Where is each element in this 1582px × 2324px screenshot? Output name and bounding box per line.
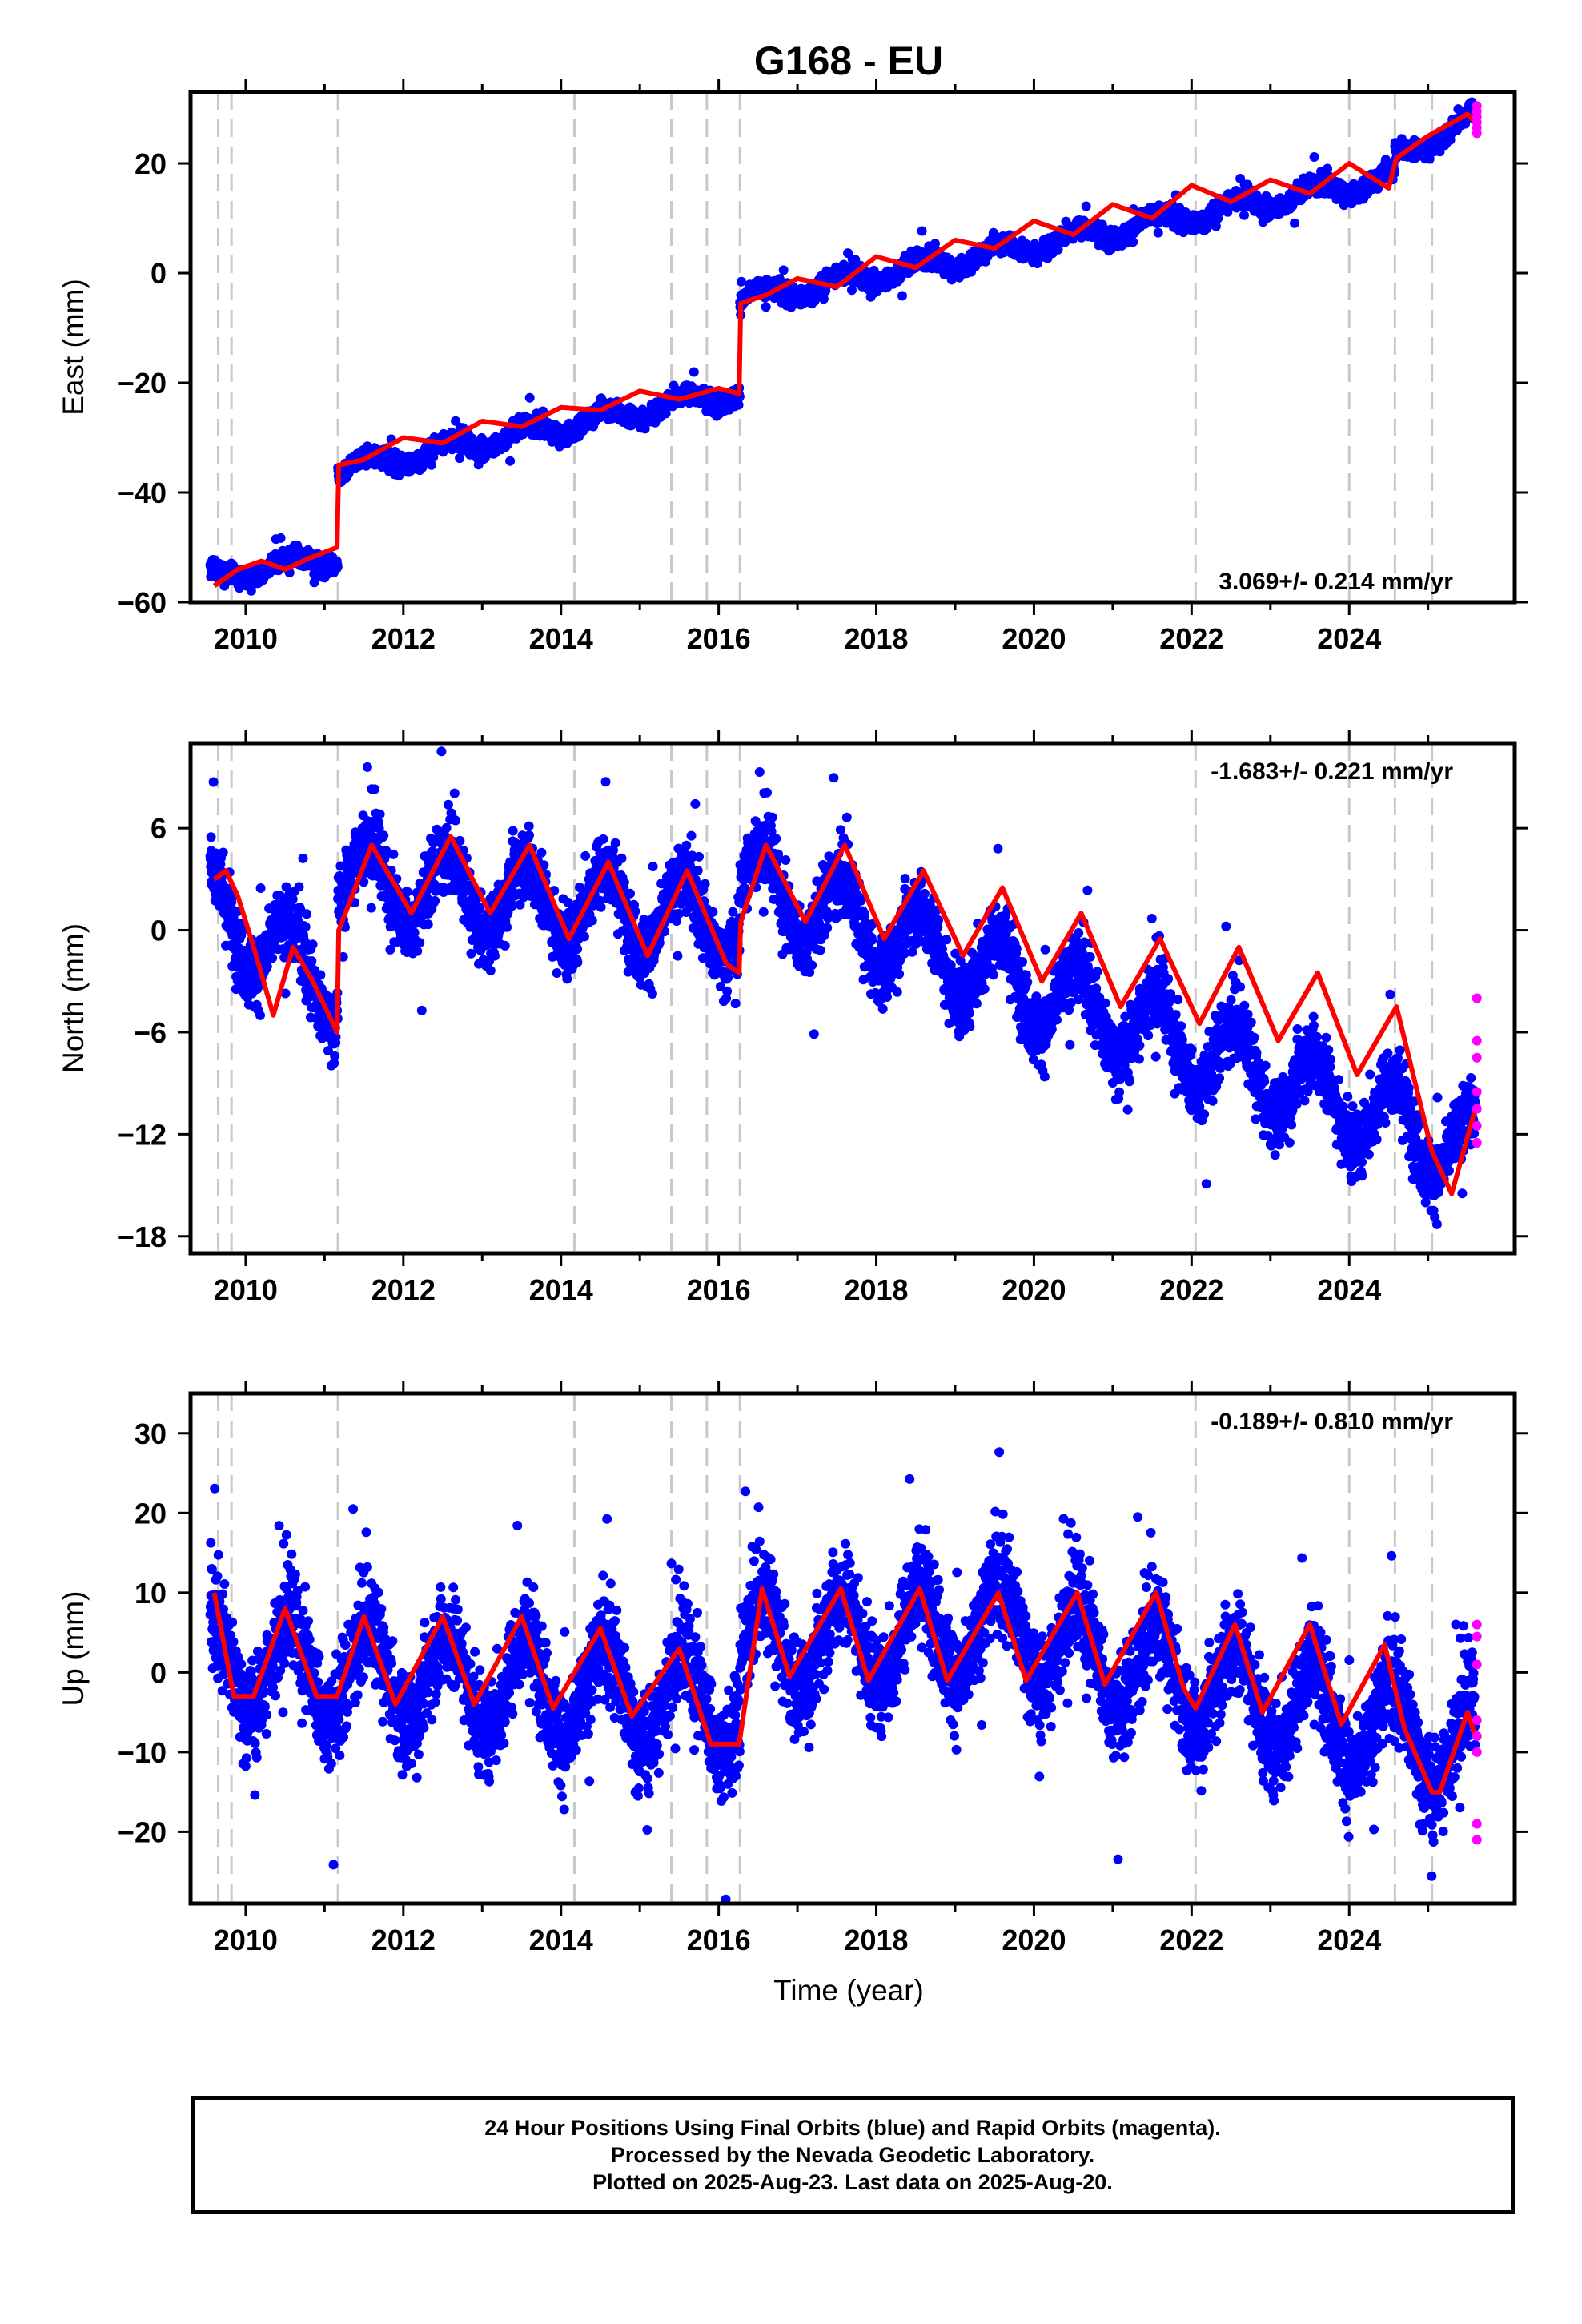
- y-tick-label: 0: [151, 257, 167, 290]
- final-orbit-point: [847, 285, 857, 296]
- final-orbit-point: [206, 832, 216, 842]
- final-orbit-point: [818, 294, 829, 304]
- final-orbit-point: [1309, 152, 1319, 162]
- final-orbit-point: [917, 226, 927, 236]
- final-orbit-points: [205, 746, 1480, 1229]
- plot-area: [205, 92, 1480, 602]
- x-tick-label: 2018: [844, 622, 908, 655]
- model-fit-line: [212, 111, 1477, 588]
- final-orbit-point: [505, 456, 516, 466]
- final-orbit-point: [1239, 210, 1249, 220]
- x-tick-label: 2014: [529, 622, 593, 655]
- final-orbit-point: [1081, 201, 1091, 211]
- rapid-orbit-point: [1472, 128, 1482, 139]
- final-orbit-point: [897, 291, 907, 301]
- y-tick-label: −60: [118, 586, 167, 619]
- y-tick-label: −40: [118, 476, 167, 509]
- x-tick-label: 2024: [1317, 622, 1381, 655]
- velocity-label: 3.069+/- 0.214 mm/yr: [1219, 569, 1453, 595]
- panel-east: 2010 2012 2014 2016 2018 2020 2022 2024 20 0 −20 −4…: [57, 79, 1528, 655]
- final-orbit-point: [1153, 227, 1163, 238]
- plot-area: [205, 743, 1480, 1253]
- final-orbit-points: [205, 97, 1480, 596]
- final-orbit-point: [332, 561, 343, 572]
- final-orbit-point: [524, 392, 535, 403]
- panel-north: 2010 2012 2014 2016 2018 2020 2022 202460−6−12−…: [57, 730, 1528, 1306]
- final-orbit-point: [275, 533, 286, 543]
- y-tick-label: 20: [135, 147, 167, 180]
- final-orbit-point: [455, 453, 465, 464]
- final-orbit-point: [778, 265, 789, 275]
- x-tick-label: 2020: [1002, 622, 1066, 655]
- final-orbit-point: [426, 460, 436, 470]
- rapid-orbit-points: [1472, 101, 1482, 139]
- panels: 2010 2012 2014 2016 2018 2020 2022 2024 20 0 −20 −4…: [57, 79, 1528, 1956]
- figure-title: G168 - EU: [754, 38, 943, 83]
- x-tick-label: 2012: [371, 622, 436, 655]
- x-tick-label: 2022: [1159, 622, 1223, 655]
- final-orbit-point: [733, 400, 744, 410]
- y-tick-label: −20: [118, 367, 167, 400]
- y-axis-label: East (mm): [57, 279, 90, 416]
- final-orbit-point: [736, 276, 746, 287]
- final-orbit-point: [689, 367, 699, 377]
- final-orbit-point: [1211, 221, 1221, 231]
- final-orbit-point: [208, 777, 219, 787]
- x-tick-label: 2016: [687, 622, 751, 655]
- final-orbit-point: [309, 577, 319, 588]
- final-orbit-point: [1290, 218, 1299, 228]
- final-orbit-point: [218, 847, 228, 858]
- final-orbit-point: [761, 302, 771, 312]
- final-orbit-point: [1128, 237, 1138, 247]
- x-tick-label: 2010: [214, 622, 278, 655]
- plot-frame: [188, 90, 1517, 605]
